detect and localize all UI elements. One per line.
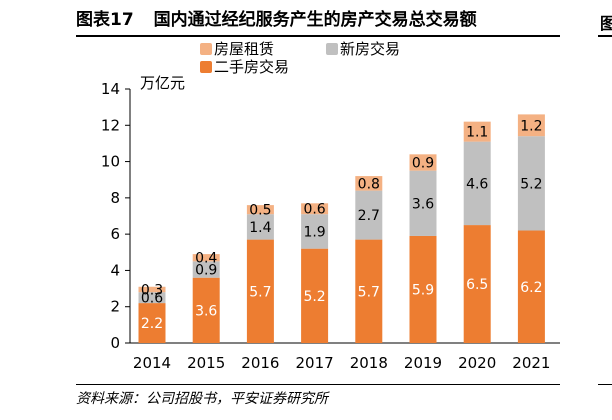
legend-label-second-hand: 二手房交易 bbox=[214, 58, 290, 76]
bar-rental-2014 bbox=[138, 286, 166, 293]
legend-item-new-home: 新房交易 bbox=[326, 38, 400, 59]
data-label-rental-2017: 0.6 bbox=[303, 202, 325, 218]
bar-rental-2021 bbox=[517, 114, 545, 137]
y-tick-label-8: 8 bbox=[110, 189, 120, 207]
bar-second-hand-2021 bbox=[517, 230, 545, 343]
y-axis-unit-label: 万亿元 bbox=[140, 74, 185, 92]
source-rule bbox=[76, 384, 560, 385]
bar-new-home-2018 bbox=[355, 190, 383, 240]
figure-title: 图表17 国内通过经纪服务产生的房产交易总交易额 bbox=[76, 6, 556, 34]
bar-new-home-2019 bbox=[409, 170, 437, 236]
bar-new-home-2014 bbox=[138, 292, 166, 304]
source-note: 资料来源：公司招股书，平安证券研究所 bbox=[76, 391, 328, 407]
data-label-second-hand-2020: 6.5 bbox=[466, 277, 488, 293]
bar-new-home-2017 bbox=[301, 214, 329, 249]
y-tick-label-14: 14 bbox=[101, 80, 120, 98]
bar-second-hand-2020 bbox=[463, 225, 491, 343]
data-label-rental-2020: 1.1 bbox=[466, 125, 488, 141]
legend-item-second-hand: 二手房交易 bbox=[200, 56, 289, 77]
data-label-rental-2015: 0.4 bbox=[195, 251, 217, 267]
bar-rental-2018 bbox=[355, 176, 383, 191]
y-tick-label-4: 4 bbox=[110, 261, 120, 279]
x-tick-label-2020: 2020 bbox=[458, 354, 496, 372]
adjacent-figure-rule bbox=[598, 35, 612, 37]
data-label-new-home-2014: 0.6 bbox=[141, 291, 163, 307]
data-label-rental-2021: 1.2 bbox=[520, 118, 542, 134]
legend-item-rental: 房屋租赁 bbox=[200, 38, 274, 59]
bar-rental-2015 bbox=[192, 254, 220, 262]
x-tick-label-2016: 2016 bbox=[241, 354, 279, 372]
title-rule bbox=[76, 35, 560, 37]
x-tick-label-2021: 2021 bbox=[512, 354, 550, 372]
data-label-rental-2014: 0.3 bbox=[141, 282, 163, 298]
data-label-new-home-2021: 5.2 bbox=[520, 176, 542, 192]
data-label-rental-2016: 0.5 bbox=[249, 203, 271, 219]
data-label-second-hand-2016: 5.7 bbox=[249, 284, 271, 300]
x-tick-label-2019: 2019 bbox=[404, 354, 442, 372]
data-label-new-home-2017: 1.9 bbox=[303, 224, 325, 240]
bar-new-home-2015 bbox=[192, 261, 220, 278]
legend-swatch-second-hand bbox=[200, 60, 212, 73]
x-tick-label-2015: 2015 bbox=[187, 354, 225, 372]
bar-second-hand-2014 bbox=[138, 303, 166, 343]
bar-rental-2016 bbox=[246, 205, 274, 215]
data-label-second-hand-2019: 5.9 bbox=[412, 282, 434, 298]
bar-second-hand-2017 bbox=[301, 248, 329, 343]
bar-rental-2017 bbox=[301, 203, 329, 215]
bar-second-hand-2019 bbox=[409, 235, 437, 343]
data-label-second-hand-2015: 3.6 bbox=[195, 303, 217, 319]
figure-title-text: 国内通过经纪服务产生的房产交易总交易额 bbox=[153, 10, 477, 30]
legend-swatch-rental bbox=[200, 42, 212, 55]
y-tick-label-2: 2 bbox=[110, 298, 120, 316]
bar-second-hand-2018 bbox=[355, 239, 383, 343]
y-tick-label-0: 0 bbox=[110, 334, 120, 352]
data-label-new-home-2019: 3.6 bbox=[412, 196, 434, 212]
data-label-rental-2019: 0.9 bbox=[412, 155, 434, 171]
bar-new-home-2021 bbox=[517, 136, 545, 231]
bar-new-home-2020 bbox=[463, 141, 491, 226]
bar-rental-2019 bbox=[409, 154, 437, 171]
x-tick-label-2017: 2017 bbox=[296, 354, 334, 372]
data-label-rental-2018: 0.8 bbox=[358, 176, 380, 192]
bar-new-home-2016 bbox=[246, 214, 274, 240]
legend-label-new-home: 新房交易 bbox=[340, 40, 401, 58]
figure-number: 图表17 bbox=[76, 10, 134, 30]
x-tick-label-2014: 2014 bbox=[133, 354, 171, 372]
bar-second-hand-2016 bbox=[246, 239, 274, 343]
adjacent-source-rule bbox=[598, 384, 612, 385]
data-label-second-hand-2014: 2.2 bbox=[141, 316, 163, 332]
adjacent-figure-edge: 图 bbox=[600, 14, 612, 33]
bar-rental-2020 bbox=[463, 121, 491, 142]
data-label-new-home-2018: 2.7 bbox=[358, 208, 380, 224]
data-label-second-hand-2021: 6.2 bbox=[520, 280, 542, 296]
legend-label-rental: 房屋租赁 bbox=[214, 40, 275, 58]
y-tick-label-6: 6 bbox=[110, 225, 120, 243]
y-tick-label-12: 12 bbox=[101, 116, 120, 134]
bar-second-hand-2015 bbox=[192, 277, 220, 343]
x-tick-label-2018: 2018 bbox=[350, 354, 388, 372]
data-label-new-home-2020: 4.6 bbox=[466, 176, 488, 192]
data-label-new-home-2015: 0.9 bbox=[195, 263, 217, 279]
data-label-second-hand-2017: 5.2 bbox=[303, 289, 325, 305]
legend-swatch-new-home bbox=[326, 42, 338, 55]
data-label-new-home-2016: 1.4 bbox=[249, 220, 271, 236]
data-label-second-hand-2018: 5.7 bbox=[358, 284, 380, 300]
y-tick-label-10: 10 bbox=[101, 153, 120, 171]
